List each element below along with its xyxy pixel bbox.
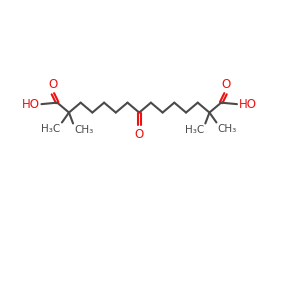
Text: HO: HO xyxy=(239,98,257,111)
Text: O: O xyxy=(135,128,144,141)
Text: O: O xyxy=(48,78,58,91)
Text: O: O xyxy=(221,78,230,91)
Text: H₃C: H₃C xyxy=(185,125,204,135)
Text: HO: HO xyxy=(22,98,40,111)
Text: CH₃: CH₃ xyxy=(74,125,94,135)
Text: H₃C: H₃C xyxy=(41,124,61,134)
Text: CH₃: CH₃ xyxy=(218,124,237,134)
